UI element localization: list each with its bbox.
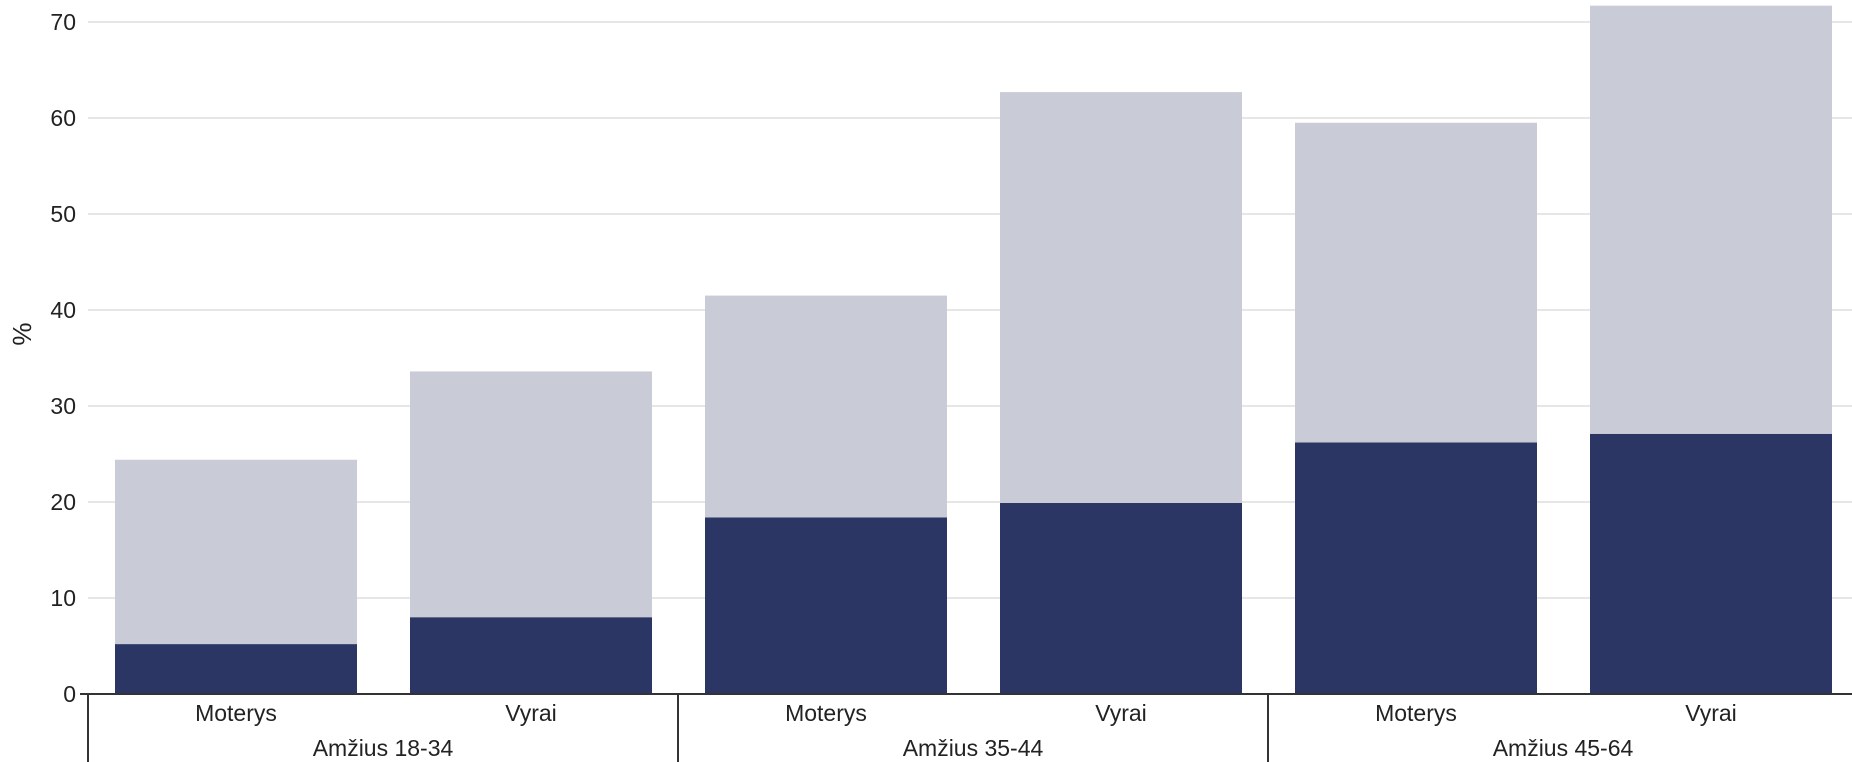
x-group-label: Amžius 18-34 — [313, 735, 454, 761]
x-axis-groups: Amžius 18-34 Amžius 35-44 Amžius 45-64 — [313, 735, 1634, 761]
bars — [115, 5, 1832, 694]
x-category-label: Moterys — [195, 700, 277, 726]
x-category-label: Moterys — [785, 700, 867, 726]
y-axis-title: % — [7, 322, 37, 345]
y-tick-label: 40 — [50, 297, 76, 323]
x-category-label: Vyrai — [505, 700, 557, 726]
gridlines — [88, 21, 1852, 599]
axes — [80, 693, 1852, 762]
y-tick-label: 30 — [50, 393, 76, 419]
x-axis-categories: Moterys Vyrai Moterys Vyrai Moterys Vyrai — [195, 700, 1737, 726]
bar-segment — [115, 644, 357, 694]
x-category-label: Vyrai — [1685, 700, 1737, 726]
bar-segment — [410, 371, 652, 618]
bar-segment — [115, 459, 357, 645]
y-tick-label: 50 — [50, 201, 76, 227]
y-tick-label: 0 — [63, 681, 76, 707]
x-category-label: Moterys — [1375, 700, 1457, 726]
bar-segment — [1590, 5, 1832, 434]
y-tick-label: 70 — [50, 9, 76, 35]
bar-segment — [705, 517, 947, 694]
y-tick-label: 10 — [50, 585, 76, 611]
y-tick-label: 60 — [50, 105, 76, 131]
bar-segment — [1590, 433, 1832, 694]
x-group-label: Amžius 45-64 — [1493, 735, 1634, 761]
bar-segment — [410, 617, 652, 694]
y-tick-label: 20 — [50, 489, 76, 515]
x-category-label: Vyrai — [1095, 700, 1147, 726]
bar-segment — [1000, 92, 1242, 503]
bar-segment — [705, 295, 947, 518]
bar-segment — [1295, 122, 1537, 443]
bar-segment — [1000, 502, 1242, 694]
bar-segment — [1295, 442, 1537, 694]
x-group-label: Amžius 35-44 — [903, 735, 1044, 761]
y-axis-ticks: 0 10 20 30 40 50 60 70 — [50, 9, 76, 707]
